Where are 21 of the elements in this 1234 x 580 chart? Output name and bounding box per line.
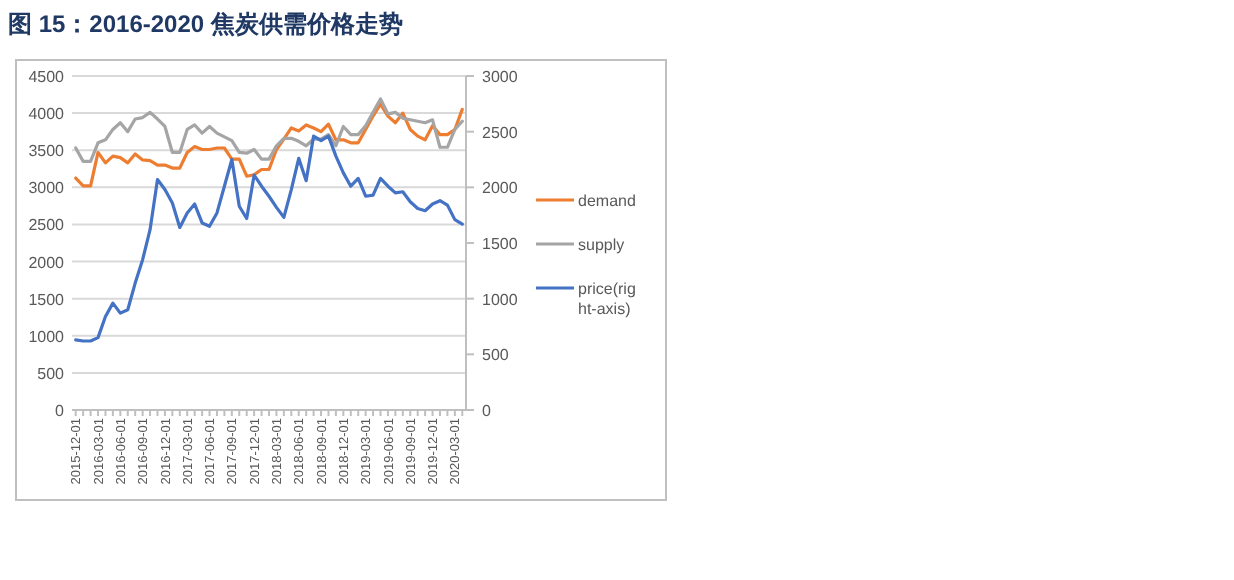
y-tick-label: 2000: [28, 253, 66, 272]
y2-tick-label: 3000: [482, 68, 519, 86]
y-tick-label: 1000: [28, 327, 66, 346]
y2-tick-label: 500: [482, 346, 510, 365]
chart-title: 图 15：2016-2020 焦炭供需价格走势: [8, 10, 403, 38]
legend-label: price(right-axis): [578, 280, 636, 318]
y-tick-label: 3500: [28, 142, 66, 161]
y2-tick-label: 1000: [482, 290, 519, 309]
y2-tick-label: 2000: [482, 179, 519, 198]
y-tick-label: 4500: [28, 68, 66, 86]
legend-label: demand: [578, 192, 636, 210]
legend-label: supply: [578, 236, 625, 254]
y2-tick-label: 2500: [482, 123, 519, 142]
y-tick-label: 0: [55, 402, 66, 420]
y-tick-label: 2500: [28, 216, 66, 235]
y2-tick-label: 0: [482, 402, 492, 420]
y-tick-label: 3000: [28, 179, 66, 198]
y2-tick-label: 1500: [482, 235, 519, 253]
y-tick-label: 500: [37, 364, 66, 383]
y-tick-label: 4000: [28, 105, 66, 124]
y-tick-label: 1500: [28, 290, 66, 309]
